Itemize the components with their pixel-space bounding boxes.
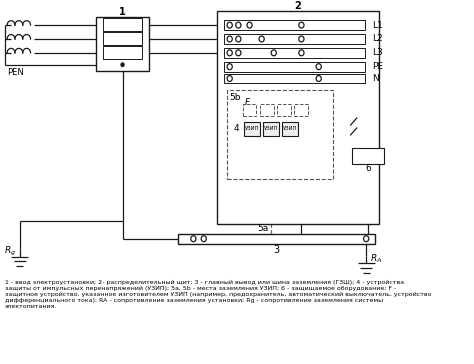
Text: L1: L1 bbox=[372, 21, 383, 29]
Text: УЗИП: УЗИП bbox=[245, 126, 259, 131]
Circle shape bbox=[316, 76, 321, 82]
Bar bbox=[260, 104, 274, 116]
Bar bbox=[224, 62, 365, 72]
Circle shape bbox=[259, 36, 264, 42]
Circle shape bbox=[201, 236, 206, 242]
Text: N: N bbox=[372, 74, 379, 83]
Text: F: F bbox=[245, 98, 249, 107]
Text: УЗИП: УЗИП bbox=[283, 126, 297, 131]
Text: $R_g$: $R_g$ bbox=[4, 245, 16, 258]
Circle shape bbox=[299, 22, 304, 28]
Text: $R_A$: $R_A$ bbox=[370, 252, 382, 265]
Bar bbox=[224, 20, 365, 30]
Circle shape bbox=[191, 236, 196, 242]
Bar bbox=[103, 32, 142, 45]
Bar bbox=[96, 17, 149, 71]
Bar bbox=[227, 90, 333, 179]
Circle shape bbox=[316, 64, 321, 70]
Text: L2: L2 bbox=[372, 35, 383, 43]
Circle shape bbox=[227, 50, 232, 56]
Bar bbox=[277, 104, 291, 116]
Bar bbox=[178, 234, 375, 244]
Text: 6: 6 bbox=[365, 164, 371, 173]
Text: 3: 3 bbox=[273, 245, 279, 254]
Text: 5a: 5a bbox=[257, 224, 269, 233]
Text: L3: L3 bbox=[372, 48, 383, 57]
Circle shape bbox=[227, 36, 232, 42]
Text: 1 - ввод электроустановки; 2- распределительный щит; 3 - главный вывод или шина : 1 - ввод электроустановки; 2- распредели… bbox=[5, 280, 431, 309]
Bar bbox=[224, 48, 365, 58]
Text: 2: 2 bbox=[294, 1, 301, 11]
Text: УЗИП: УЗИП bbox=[264, 126, 278, 131]
Bar bbox=[103, 46, 142, 59]
Text: 4: 4 bbox=[234, 124, 240, 134]
Circle shape bbox=[271, 50, 276, 56]
Text: 5b: 5b bbox=[229, 93, 240, 102]
Bar bbox=[103, 18, 142, 31]
Circle shape bbox=[236, 36, 241, 42]
Bar bbox=[217, 11, 379, 224]
Bar bbox=[283, 122, 298, 136]
Text: PEN: PEN bbox=[7, 68, 24, 77]
Circle shape bbox=[227, 22, 232, 28]
Circle shape bbox=[299, 36, 304, 42]
Bar bbox=[264, 122, 279, 136]
Text: 1: 1 bbox=[119, 7, 126, 17]
Circle shape bbox=[247, 22, 252, 28]
Circle shape bbox=[236, 22, 241, 28]
Bar bbox=[294, 104, 308, 116]
Circle shape bbox=[227, 76, 232, 82]
Bar bbox=[245, 122, 260, 136]
Bar bbox=[352, 148, 384, 163]
Circle shape bbox=[364, 236, 369, 242]
Circle shape bbox=[299, 50, 304, 56]
Circle shape bbox=[120, 62, 125, 67]
Bar bbox=[224, 74, 365, 83]
Text: PE: PE bbox=[372, 62, 383, 71]
Circle shape bbox=[236, 50, 241, 56]
Bar bbox=[224, 34, 365, 44]
Circle shape bbox=[227, 64, 232, 70]
Bar bbox=[243, 104, 256, 116]
